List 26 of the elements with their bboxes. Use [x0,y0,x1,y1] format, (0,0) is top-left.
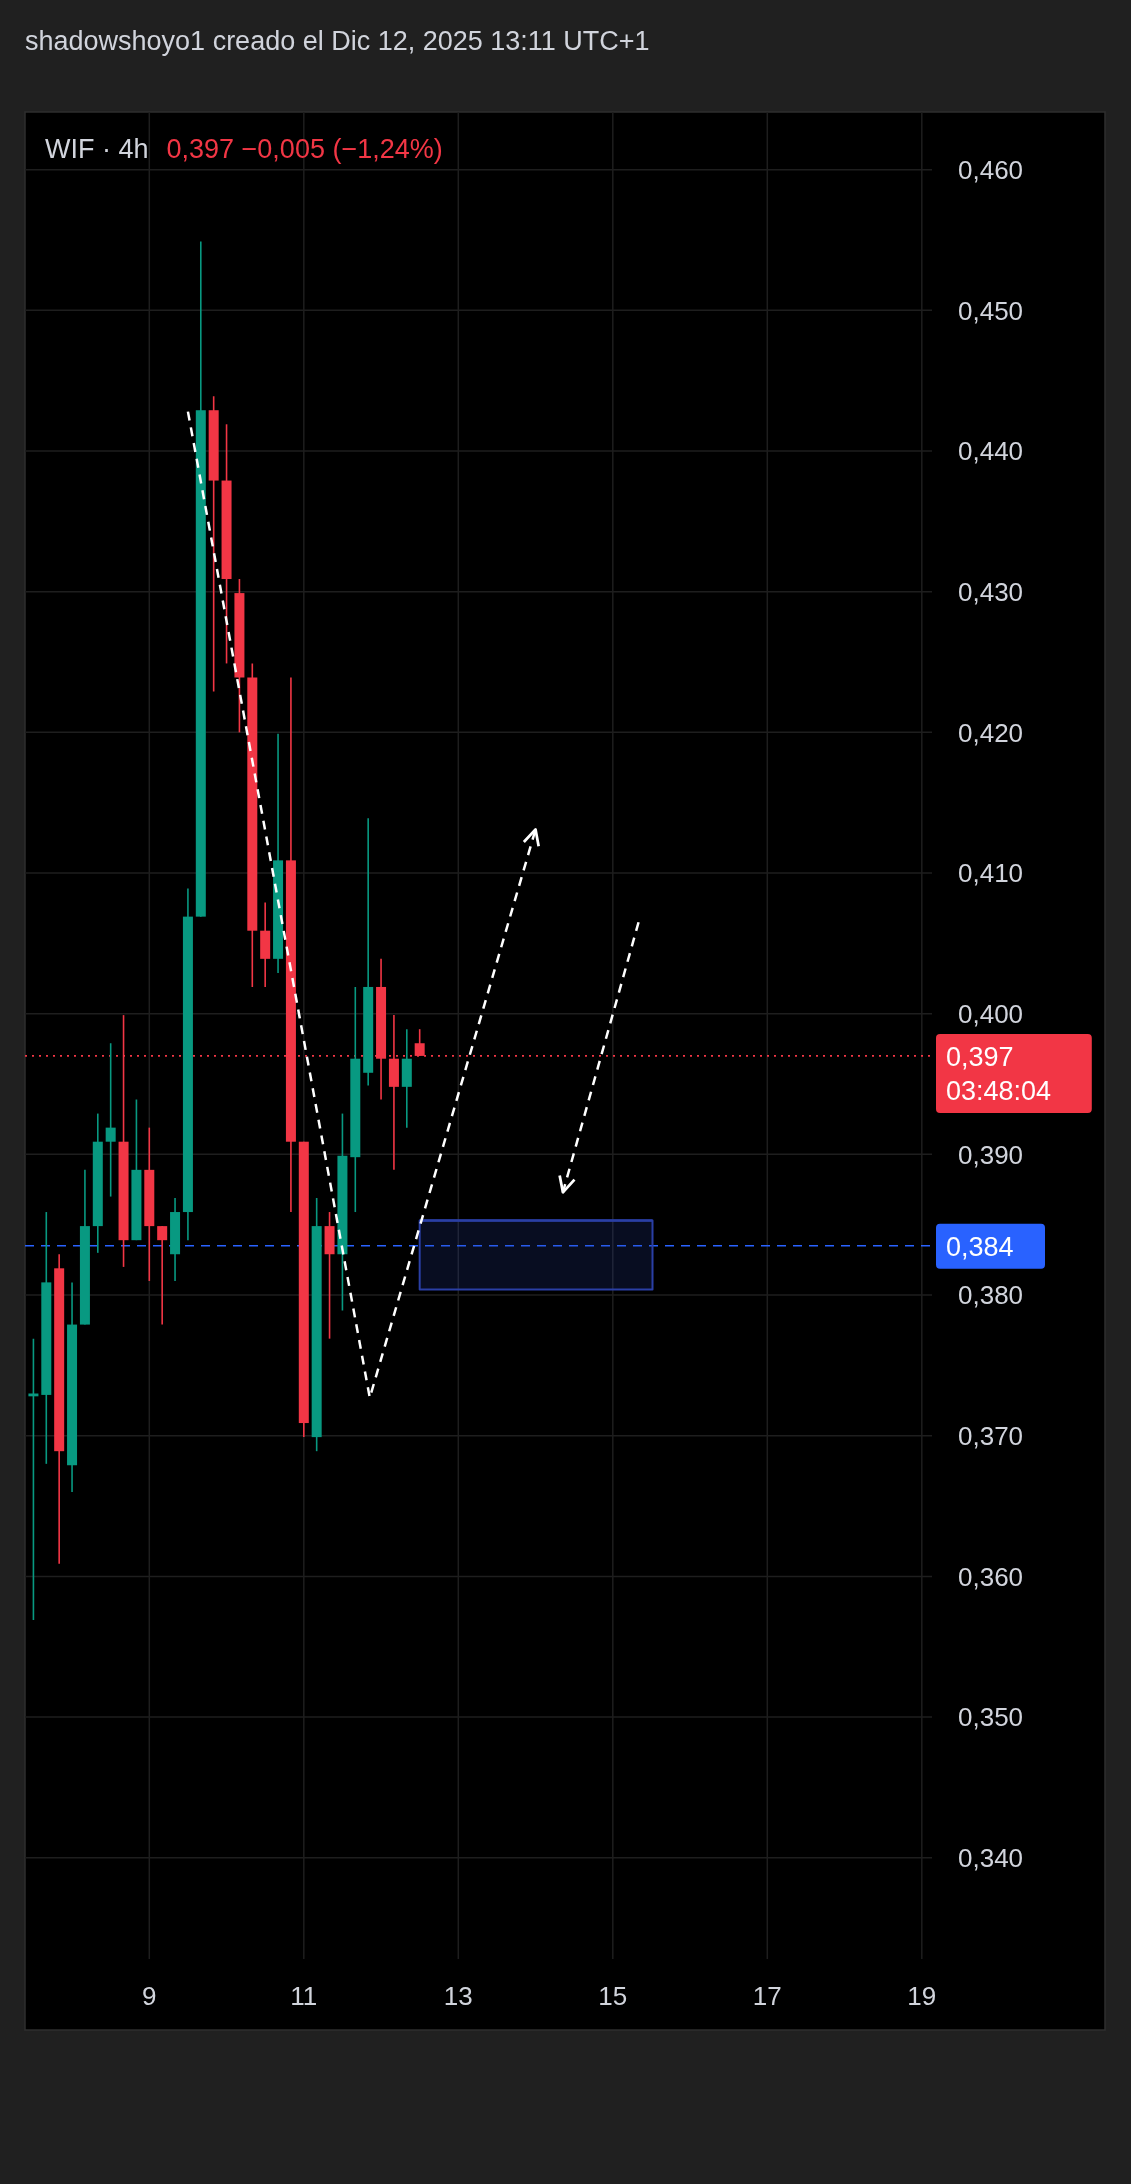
candlestick [157,1225,168,1326]
y-tick-label: 0,350 [958,1702,1024,1733]
x-tick-label: 19 [907,1981,937,2011]
y-tick-label: 0,450 [958,295,1024,326]
y-tick-label: 0,380 [958,1280,1024,1311]
x-tick-label: 9 [142,1981,157,2011]
y-tick-label: 0,460 [958,155,1024,186]
y-tick-label: 0,420 [958,717,1024,748]
x-tick-label: 17 [752,1981,782,2011]
y-tick-label: 0,400 [958,999,1024,1030]
y-tick-label: 0,390 [958,1139,1024,1170]
x-tick-label: 15 [598,1981,628,2011]
candlestick [105,1042,116,1198]
x-tick-label: 11 [290,1981,318,2011]
y-tick-label: 0,430 [958,577,1024,608]
x-tick-label: 13 [443,1981,473,2011]
ref-line-label: 0,397 03:48:04 [946,1041,1052,1106]
y-tick-label: 0,370 [958,1421,1024,1452]
text: WIF · 4h [45,134,149,164]
y-tick-label: 0,340 [958,1843,1024,1874]
y-tick-label: 0,360 [958,1561,1024,1592]
text: 0,397 −0,005 (−1,24%) [166,134,443,164]
y-tick-label: 0,440 [958,436,1024,467]
y-tick-label: 0,410 [958,858,1024,889]
ref-line-label: 0,384 [946,1231,1014,1262]
text: shadowshoyo1 creado el Dic 12, 2025 13:11 UTC+1 [25,26,650,56]
